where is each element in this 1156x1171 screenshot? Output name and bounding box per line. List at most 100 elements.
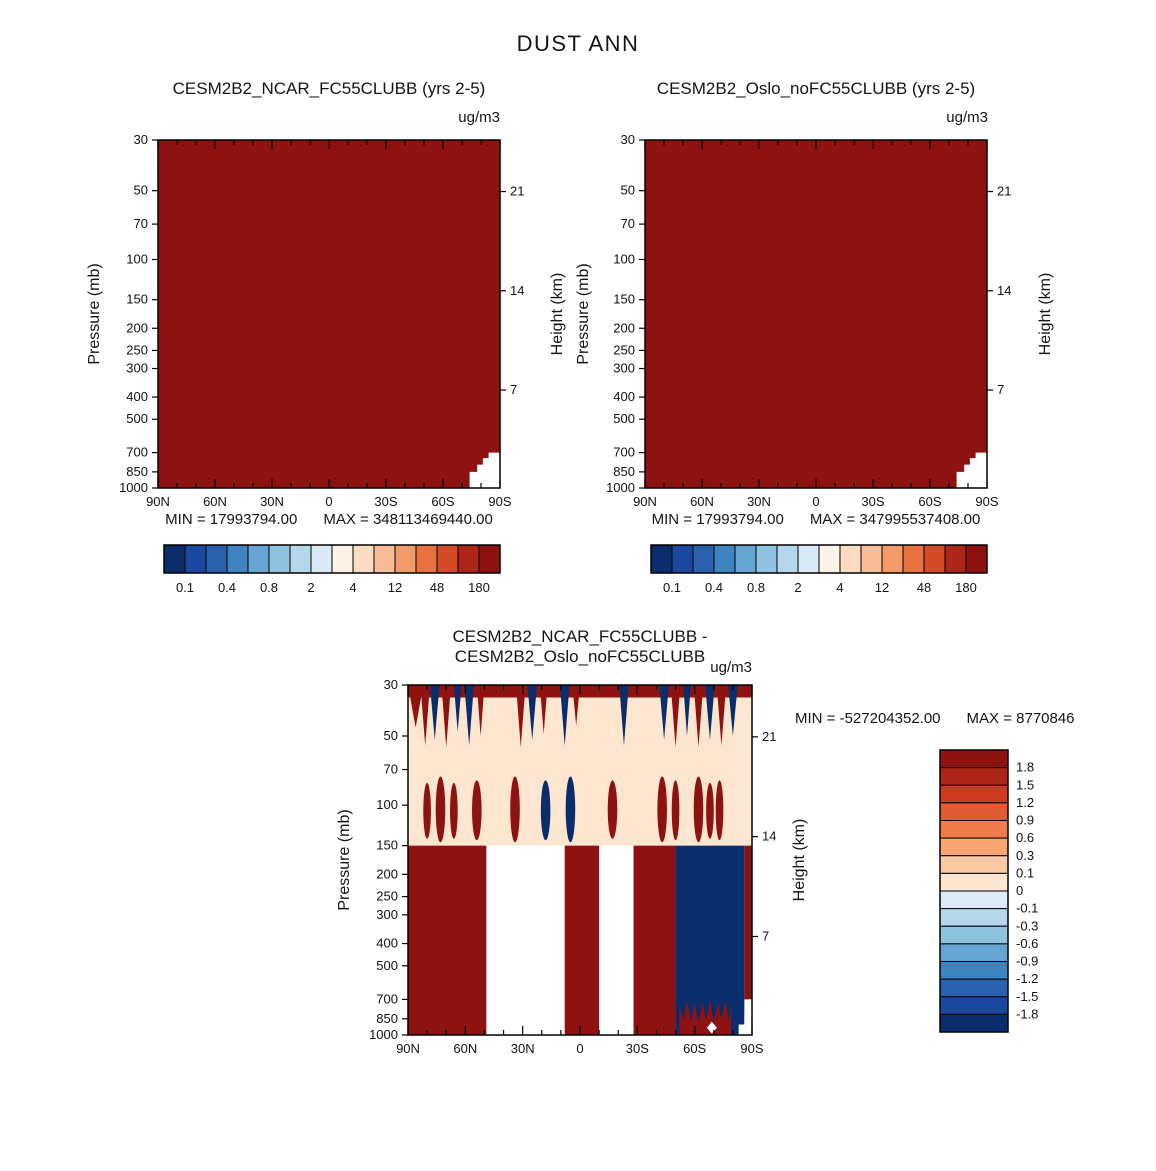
colorbar-label: 48: [917, 580, 931, 595]
height-tick-label: 14: [762, 829, 776, 844]
diff-spike: [559, 685, 570, 746]
diff-spike: [683, 685, 691, 736]
colorbar-cell: [939, 872, 1009, 892]
diff-spike: [476, 685, 485, 736]
colorbar-cell: [939, 996, 1009, 1015]
diff-spike: [716, 685, 727, 746]
pressure-tick-label: 400: [126, 389, 148, 404]
colorbar-cell: [352, 544, 375, 574]
colorbar-label: -1.2: [1016, 971, 1038, 986]
colorbar-cell: [394, 544, 417, 574]
lat-tick-label: 60N: [203, 494, 227, 509]
colorbar-cell: [415, 544, 438, 574]
min-value-diff: MIN = -527204352.00: [795, 710, 941, 727]
colorbar-label: 48: [430, 580, 444, 595]
lat-tick-label: 90S: [488, 494, 511, 509]
colorbar-diff: 1.8 1.5 1.2 0.9 0.6 0.3 0.1 0 -0.1 -0.3 -0.6 -0.9 -1…: [939, 749, 1038, 1033]
pressure-tick-label: 1000: [606, 480, 635, 495]
colorbar-label: -0.9: [1016, 954, 1038, 969]
oslo-axes: 90N 60N 30N 0 30S 60S 90S 30 50 70 100 150 200 250 300…: [606, 132, 1011, 509]
diff-blob: [671, 780, 680, 841]
colorbar-cell: [289, 544, 312, 574]
pressure-tick-label: 30: [134, 132, 148, 147]
pressure-tick-label: 30: [384, 677, 398, 692]
height-tick-label: 7: [762, 928, 769, 943]
colorbar-cell: [939, 925, 1009, 945]
min-value-ncar: MIN = 17993794.00: [165, 511, 298, 528]
diff-spike: [527, 685, 537, 740]
diff-blob: [715, 780, 724, 841]
colorbar-label: 2: [794, 580, 801, 595]
lat-tick-label: 60S: [683, 1041, 706, 1056]
pressure-tick-label: 500: [126, 411, 148, 426]
colorbar-cell: [939, 855, 1009, 874]
colorbar-label: 180: [468, 580, 490, 595]
lat-tick-label: 30S: [626, 1041, 649, 1056]
lat-tick-label: 60N: [453, 1041, 477, 1056]
colorbar-cell: [247, 544, 270, 574]
pressure-tick-label: 30: [621, 132, 635, 147]
pressure-tick-label: 500: [613, 411, 635, 426]
diff-spike: [464, 685, 474, 746]
colorbar-label: 4: [349, 580, 356, 595]
lat-tick-label: 30N: [260, 494, 284, 509]
pressure-tick-label: 200: [126, 320, 148, 335]
panel-oslo: 90N 60N 30N 0 30S 60S 90S 30 50 70 100 150 200 250 300…: [606, 132, 1011, 509]
colorbar-label: 0: [1016, 883, 1023, 898]
panel-diff: 90N 60N 30N 0 30S 60S 90S 30 50 70 100 150 200 250 300…: [369, 677, 776, 1056]
diff-axes: 90N 60N 30N 0 30S 60S 90S 30 50 70 100 150 200 250 300…: [369, 677, 776, 1056]
pressure-tick-label: 700: [126, 445, 148, 460]
colorbar-cell: [939, 1013, 1009, 1033]
pressure-axis-label-diff: Pressure (mb): [336, 809, 353, 911]
colorbar-cell: [839, 544, 862, 574]
minmax-text-oslo: MIN = 17993794.00 MAX = 347995537408.00: [566, 511, 1066, 528]
colorbar-cell: [713, 544, 736, 574]
diff-blob: [607, 780, 618, 839]
colorbar-cell: [373, 544, 396, 574]
lat-tick-label: 0: [576, 1041, 583, 1056]
colorbar-cell: [939, 978, 1009, 998]
height-axis-label-diff: Height (km): [791, 818, 808, 902]
max-value-diff: MAX = 8770846: [966, 710, 1075, 727]
pressure-tick-label: 100: [613, 251, 635, 266]
pressure-tick-label: 850: [126, 464, 148, 479]
colorbar-cell: [902, 544, 925, 574]
colorbar-cell: [965, 544, 988, 574]
colorbar-label: -0.3: [1016, 918, 1038, 933]
height-tick-label: 21: [997, 184, 1011, 199]
height-tick-label: 7: [510, 382, 517, 397]
pressure-tick-label: 400: [613, 389, 635, 404]
height-tick-label: 14: [997, 283, 1011, 298]
lat-tick-label: 30N: [747, 494, 771, 509]
terrain-mask: [956, 452, 987, 488]
terrain-mask: [738, 999, 752, 1035]
colorbar-cell: [184, 544, 207, 574]
colorbar-cell: [923, 544, 946, 574]
colorbar-label: 4: [836, 580, 843, 595]
colorbar-cell: [776, 544, 799, 574]
panel-title-diff: CESM2B2_NCAR_FC55CLUBB - CESM2B2_Oslo_no…: [452, 627, 708, 666]
colorbar-cell: [939, 802, 1009, 821]
colorbar-label: -0.6: [1016, 936, 1038, 951]
diff-blob: [540, 780, 551, 841]
pressure-tick-label: 1000: [369, 1027, 398, 1042]
colorbar-cell: [939, 908, 1009, 927]
panel-title-ncar: CESM2B2_NCAR_FC55CLUBB (yrs 2-5): [172, 79, 486, 98]
pressure-tick-label: 1000: [119, 480, 148, 495]
diff-spike: [441, 685, 451, 748]
colorbar-cell: [818, 544, 841, 574]
panel-title-oslo: CESM2B2_Oslo_noFC55CLUBB (yrs 2-5): [656, 79, 976, 98]
colorbar-cell: [939, 749, 1009, 769]
diff-spike: [619, 685, 629, 746]
lat-tick-label: 60S: [431, 494, 454, 509]
diff-spike: [420, 685, 430, 746]
colorbar-cell: [939, 820, 1009, 839]
pressure-tick-label: 250: [613, 342, 635, 357]
pressure-axis-label-oslo: Pressure (mb): [575, 263, 592, 365]
colorbar-ncar: 0.1 0.4 0.8 2 4 12 48 180: [163, 544, 501, 595]
units-label-ncar: ug/m3: [458, 109, 500, 126]
colorbar-cell: [692, 544, 715, 574]
height-axis-label-ncar: Height (km): [549, 272, 566, 356]
lat-tick-label: 90S: [975, 494, 998, 509]
